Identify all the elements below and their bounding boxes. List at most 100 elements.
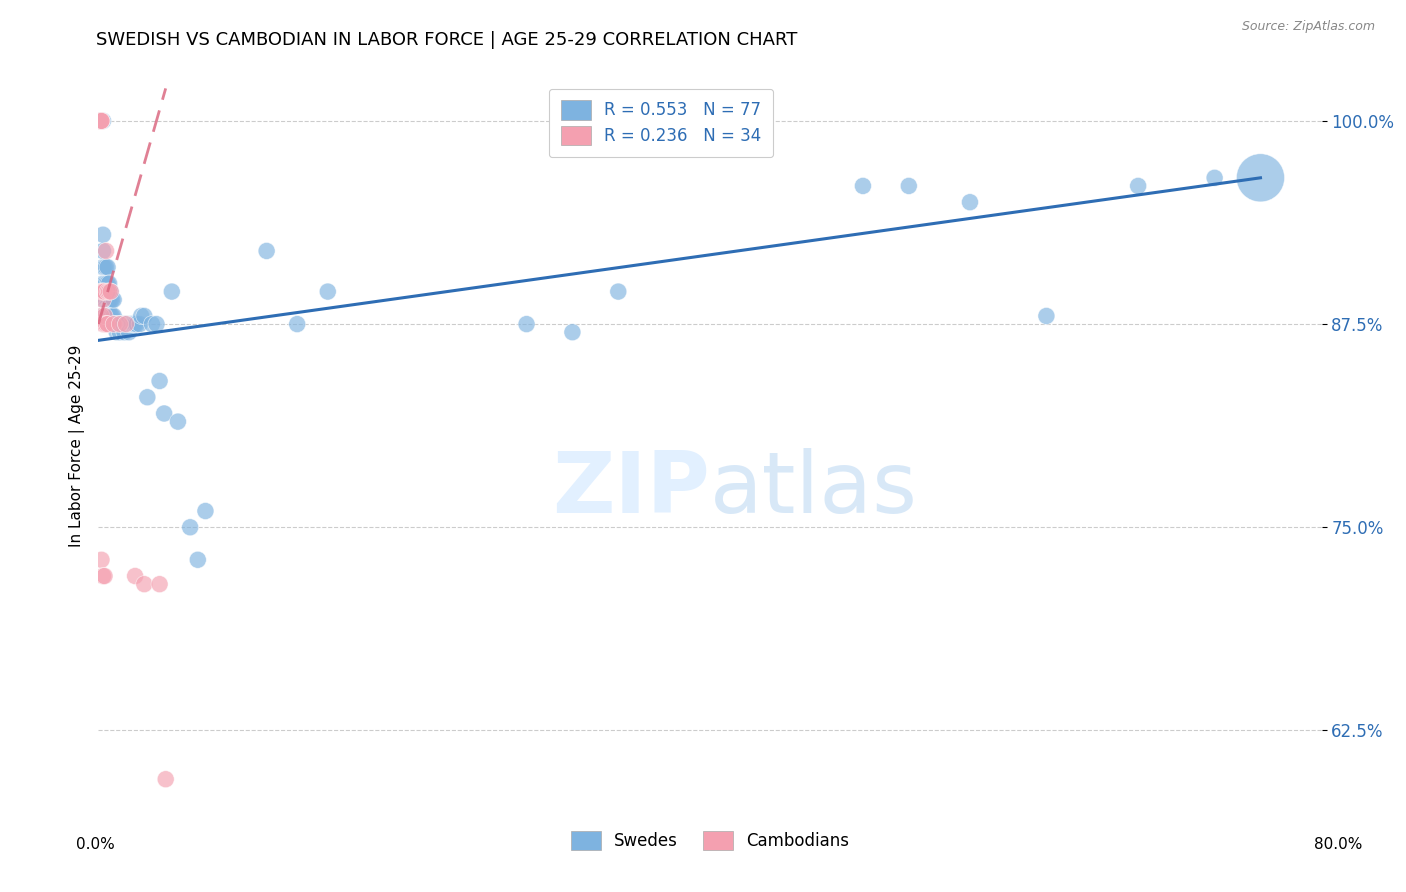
Point xyxy=(98,309,121,323)
Point xyxy=(94,277,117,291)
Text: 0.0%: 0.0% xyxy=(76,838,115,852)
Point xyxy=(103,309,125,323)
Point xyxy=(1204,170,1226,185)
Point xyxy=(117,317,139,331)
Point xyxy=(89,114,111,128)
Point xyxy=(115,317,138,331)
Point xyxy=(128,317,150,331)
Point xyxy=(561,325,583,339)
Point xyxy=(90,553,112,567)
Point xyxy=(149,374,172,388)
Point xyxy=(91,260,114,275)
Point xyxy=(149,577,172,591)
Point xyxy=(187,553,209,567)
Point xyxy=(91,244,114,258)
Point xyxy=(100,309,122,323)
Point xyxy=(91,227,114,242)
Point xyxy=(607,285,630,299)
Point xyxy=(897,178,920,193)
Point xyxy=(98,277,121,291)
Point xyxy=(97,285,120,299)
Point xyxy=(91,285,114,299)
Point xyxy=(118,325,141,339)
Point xyxy=(105,325,128,339)
Point xyxy=(129,309,152,323)
Point xyxy=(90,114,112,128)
Point xyxy=(959,195,981,210)
Point xyxy=(124,569,146,583)
Point xyxy=(91,293,114,307)
Point xyxy=(134,309,156,323)
Point xyxy=(103,317,125,331)
Text: SWEDISH VS CAMBODIAN IN LABOR FORCE | AGE 25-29 CORRELATION CHART: SWEDISH VS CAMBODIAN IN LABOR FORCE | AG… xyxy=(96,31,797,49)
Text: atlas: atlas xyxy=(710,449,918,532)
Point xyxy=(179,520,201,534)
Point xyxy=(107,317,129,331)
Point xyxy=(90,285,112,299)
Point xyxy=(93,569,115,583)
Point xyxy=(100,317,122,331)
Point xyxy=(90,309,112,323)
Point xyxy=(94,244,117,258)
Point xyxy=(285,317,308,331)
Point xyxy=(256,244,278,258)
Point xyxy=(101,317,124,331)
Point xyxy=(103,317,125,331)
Point xyxy=(136,390,159,404)
Point xyxy=(101,293,124,307)
Point xyxy=(104,317,127,331)
Point xyxy=(89,114,111,128)
Point xyxy=(91,114,114,128)
Point xyxy=(91,277,114,291)
Point xyxy=(93,260,115,275)
Point xyxy=(91,569,114,583)
Point xyxy=(98,293,121,307)
Point xyxy=(98,301,121,315)
Point xyxy=(124,317,146,331)
Point xyxy=(93,317,115,331)
Point xyxy=(94,317,117,331)
Point xyxy=(145,317,167,331)
Point xyxy=(97,293,120,307)
Point xyxy=(1249,170,1271,185)
Point xyxy=(90,114,112,128)
Point xyxy=(120,317,142,331)
Point xyxy=(316,285,339,299)
Point xyxy=(111,317,134,331)
Point xyxy=(91,317,114,331)
Point xyxy=(91,285,114,299)
Point xyxy=(121,317,143,331)
Point xyxy=(112,325,135,339)
Point xyxy=(89,114,111,128)
Point xyxy=(93,309,115,323)
Point xyxy=(122,317,145,331)
Point xyxy=(100,285,122,299)
Point xyxy=(108,325,131,339)
Point xyxy=(90,114,112,128)
Point xyxy=(97,285,120,299)
Point xyxy=(103,293,125,307)
Point xyxy=(93,285,115,299)
Point xyxy=(167,415,190,429)
Point xyxy=(94,285,117,299)
Point xyxy=(91,309,114,323)
Point xyxy=(98,285,121,299)
Point xyxy=(125,317,148,331)
Point xyxy=(115,317,138,331)
Point xyxy=(155,772,177,787)
Point xyxy=(160,285,183,299)
Point xyxy=(1128,178,1150,193)
Point xyxy=(97,260,120,275)
Point xyxy=(93,277,115,291)
Y-axis label: In Labor Force | Age 25-29: In Labor Force | Age 25-29 xyxy=(69,345,84,547)
Point xyxy=(94,293,117,307)
Point xyxy=(98,285,121,299)
Legend: Swedes, Cambodians: Swedes, Cambodians xyxy=(560,820,860,862)
Point xyxy=(153,407,176,421)
Text: 80.0%: 80.0% xyxy=(1315,838,1362,852)
Point xyxy=(1035,309,1057,323)
Point xyxy=(141,317,163,331)
Point xyxy=(89,114,111,128)
Point xyxy=(194,504,217,518)
Point xyxy=(97,277,120,291)
